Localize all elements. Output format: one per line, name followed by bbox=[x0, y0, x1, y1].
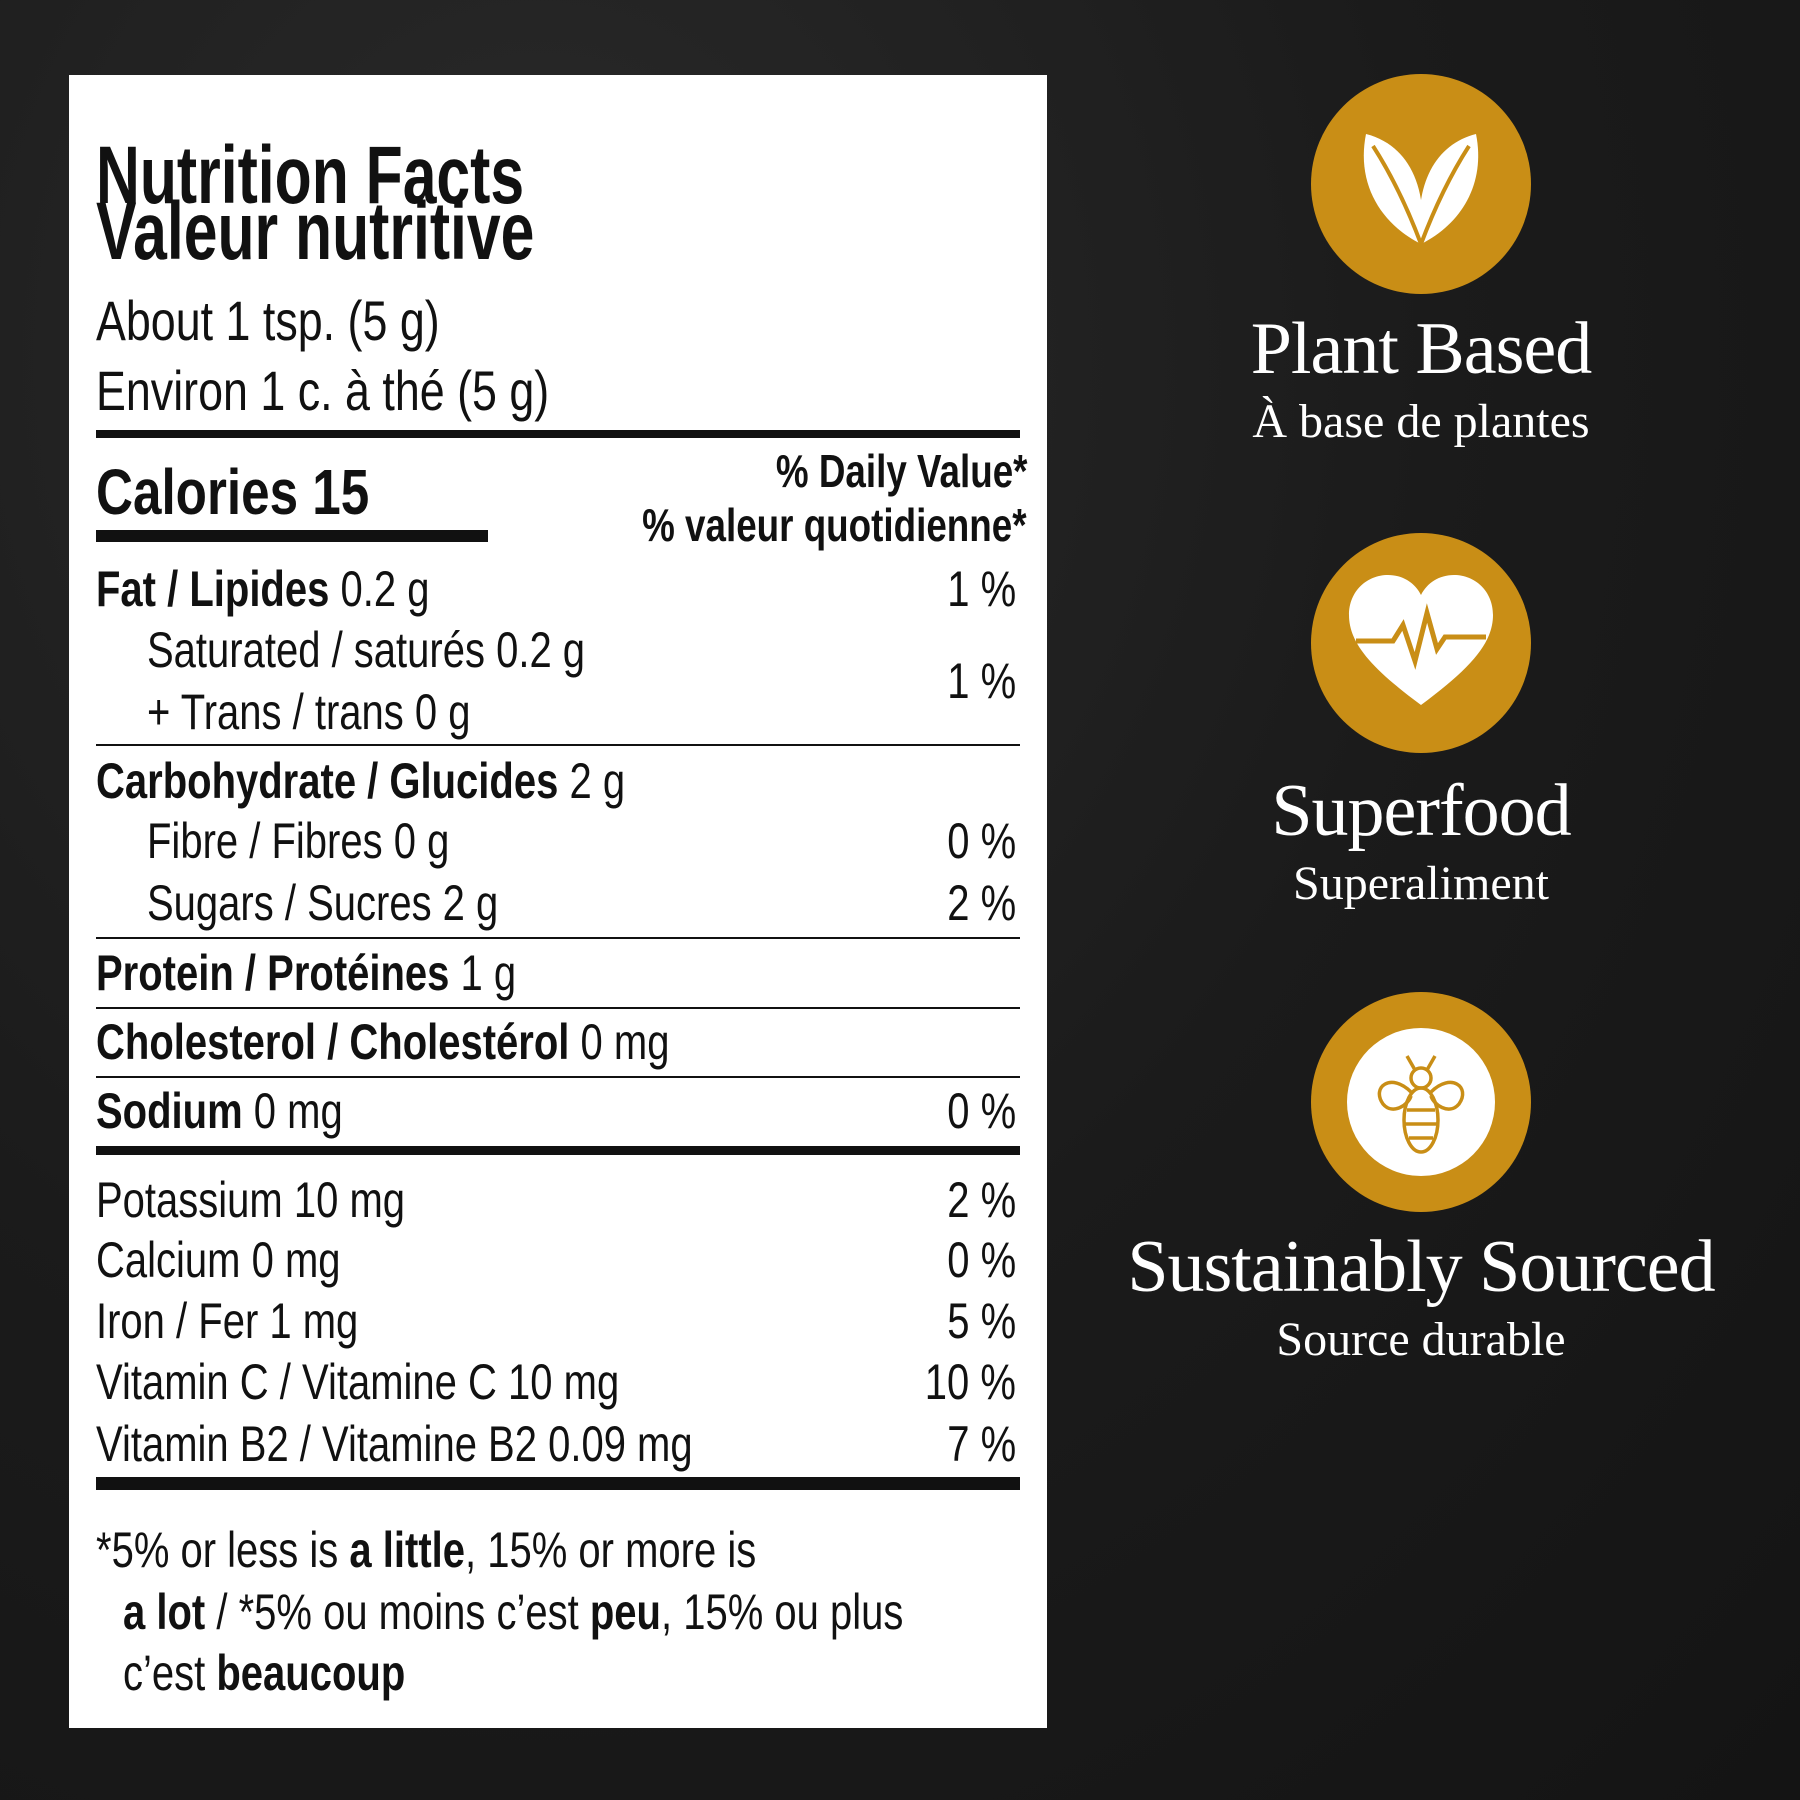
label-title: Nutrition Facts bbox=[96, 130, 525, 221]
badge-subtitle: À base de plantes bbox=[1252, 395, 1590, 448]
divider bbox=[96, 1146, 1020, 1155]
footnote: beaucoup bbox=[216, 1645, 406, 1701]
nutrient: Fibre / Fibres 0 g bbox=[147, 813, 450, 869]
nutrient-amount: 0.2 g bbox=[340, 561, 430, 617]
badge-subtitle: Source durable bbox=[1276, 1313, 1566, 1366]
label-title: Valeur nutritive bbox=[96, 186, 535, 277]
nutrient-name: Carbohydrate / Glucides bbox=[96, 753, 559, 809]
badge-subtitle: Superaliment bbox=[1293, 857, 1549, 910]
mineral: Vitamin B2 / Vitamine B2 0.09 mg bbox=[96, 1416, 693, 1472]
nutrition-label: Nutrition Facts Valeur nutritive About 1… bbox=[69, 75, 1047, 1728]
badge-title: Superfood bbox=[1271, 770, 1571, 852]
daily-value: 2 % bbox=[947, 875, 1016, 931]
daily-value: 2 % bbox=[947, 1172, 1016, 1228]
daily-value: 0 % bbox=[947, 1232, 1016, 1288]
mineral: Potassium 10 mg bbox=[96, 1172, 406, 1228]
badge-title: Sustainably Sourced bbox=[1127, 1226, 1715, 1308]
daily-value: 0 % bbox=[947, 1083, 1016, 1139]
footnote: , 15% or more is bbox=[465, 1522, 757, 1578]
daily-value: 1 % bbox=[947, 653, 1016, 709]
divider bbox=[96, 430, 1020, 438]
divider bbox=[96, 937, 1020, 939]
daily-value: 1 % bbox=[947, 561, 1016, 617]
mineral: Iron / Fer 1 mg bbox=[96, 1293, 359, 1349]
daily-value: 7 % bbox=[947, 1416, 1016, 1472]
dv-header: % Daily Value* bbox=[775, 445, 1027, 497]
divider bbox=[96, 1477, 1020, 1490]
plant-icon bbox=[1311, 74, 1531, 294]
footnote: / *5% ou moins c’est bbox=[205, 1584, 590, 1640]
footnote: a little bbox=[349, 1522, 466, 1578]
calories: Calories 15 bbox=[96, 456, 370, 528]
footnote: , 15% ou plus bbox=[660, 1584, 904, 1640]
footnote: *5% or less is bbox=[96, 1522, 350, 1578]
nutrient-name: Cholesterol / Cholestérol bbox=[96, 1014, 570, 1070]
divider bbox=[96, 1076, 1020, 1078]
nutrient-name: Sodium bbox=[96, 1083, 243, 1139]
nutrient-amount: 2 g bbox=[569, 753, 626, 809]
heart-icon bbox=[1311, 533, 1531, 753]
footnote: c’est bbox=[123, 1645, 217, 1701]
divider bbox=[96, 744, 1020, 746]
footnote: peu bbox=[589, 1584, 661, 1640]
nutrient: Saturated / saturés 0.2 g bbox=[147, 622, 586, 678]
serving-size: About 1 tsp. (5 g) bbox=[96, 289, 440, 352]
divider bbox=[96, 530, 488, 542]
nutrient: + Trans / trans 0 g bbox=[147, 684, 471, 740]
badge-title: Plant Based bbox=[1250, 308, 1592, 390]
nutrient-name: Protein / Protéines bbox=[96, 945, 450, 1001]
mineral: Calcium 0 mg bbox=[96, 1232, 341, 1288]
daily-value: 10 % bbox=[924, 1354, 1016, 1410]
mineral: Vitamin C / Vitamine C 10 mg bbox=[96, 1354, 620, 1410]
daily-value: 5 % bbox=[947, 1293, 1016, 1349]
nutrient-amount: 0 mg bbox=[580, 1014, 670, 1070]
daily-value: 0 % bbox=[947, 813, 1016, 869]
nutrient-amount: 0 mg bbox=[253, 1083, 343, 1139]
serving-size: Environ 1 c. à thé (5 g) bbox=[96, 359, 550, 422]
nutrient-amount: 1 g bbox=[460, 945, 517, 1001]
divider bbox=[96, 1007, 1020, 1009]
nutrient-name: Fat / Lipides bbox=[96, 561, 330, 617]
nutrient: Sugars / Sucres 2 g bbox=[147, 875, 499, 931]
footnote: a lot bbox=[123, 1584, 206, 1640]
dv-header: % valeur quotidienne* bbox=[642, 499, 1027, 551]
bee-icon bbox=[1311, 992, 1531, 1212]
